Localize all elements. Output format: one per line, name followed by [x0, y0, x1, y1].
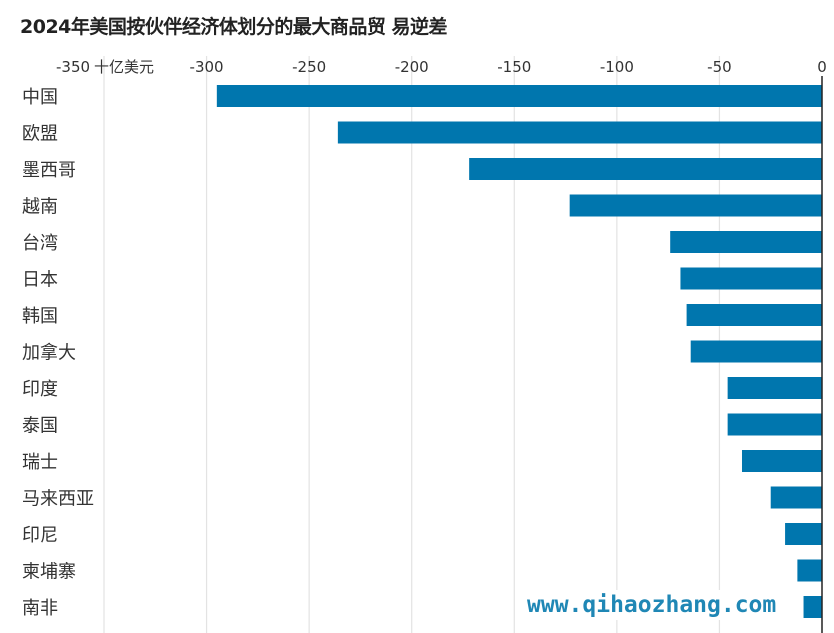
category-label: 欧盟	[22, 124, 58, 145]
x-tick-label: -350	[56, 58, 90, 76]
x-tick-label: -50	[707, 58, 732, 76]
x-tick-labels: -350 十亿美元 -300 -250 -200 -150 -100 -50 0	[56, 58, 827, 76]
bar	[727, 377, 822, 399]
category-label: 越南	[22, 197, 58, 218]
category-label: 日本	[22, 270, 58, 291]
category-label: 泰国	[22, 416, 58, 437]
bar	[803, 596, 822, 618]
category-label: 台湾	[22, 233, 58, 254]
watermark-text: www.qihaozhang.com	[525, 590, 779, 620]
category-label: 柬埔寨	[22, 562, 76, 583]
bar	[469, 158, 822, 180]
bar	[727, 413, 822, 436]
x-unit-label: 十亿美元	[94, 58, 154, 76]
category-label: 印度	[22, 379, 58, 400]
x-tick-label: -100	[600, 58, 634, 76]
x-tick-label: -300	[190, 58, 224, 76]
bar	[785, 523, 822, 545]
category-label: 南非	[22, 598, 58, 619]
bar	[741, 450, 822, 472]
bar	[770, 486, 822, 509]
x-tick-label: -250	[292, 58, 326, 76]
bar	[797, 559, 822, 582]
category-label: 加拿大	[22, 342, 76, 364]
bar	[670, 231, 822, 253]
category-label: 中国	[22, 87, 58, 108]
category-label: 墨西哥	[22, 160, 76, 181]
bar	[216, 85, 823, 107]
category-label: 马来西亚	[22, 489, 94, 510]
x-tick-label: 0	[817, 58, 827, 76]
bar	[337, 121, 822, 144]
x-tick-label: -150	[497, 58, 531, 76]
grid-lines	[103, 56, 721, 633]
category-label: 印尼	[22, 525, 58, 546]
bars	[216, 85, 823, 618]
category-label: 韩国	[22, 306, 58, 327]
bar	[686, 304, 822, 326]
bar	[569, 194, 822, 217]
bar	[680, 267, 822, 290]
chart-title: 2024年美国按伙伴经济体划分的最大商品贸 易逆差	[20, 16, 448, 38]
bar	[690, 340, 822, 363]
x-tick-label: -200	[395, 58, 429, 76]
category-label: 瑞士	[22, 452, 58, 473]
